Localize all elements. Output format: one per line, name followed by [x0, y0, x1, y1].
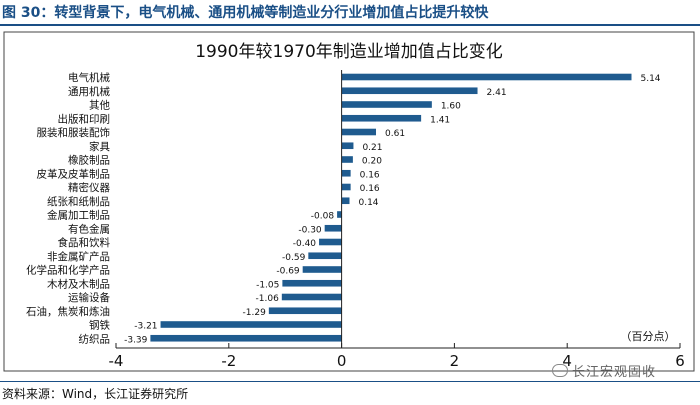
category-label: 橡胶制品	[68, 154, 110, 167]
bar	[150, 334, 342, 342]
bar	[341, 183, 351, 191]
category-label: 纺织品	[79, 332, 111, 345]
category-label: 通用机械	[68, 85, 110, 98]
value-label: 0.16	[360, 170, 380, 180]
bar	[341, 114, 422, 122]
category-label: 家具	[89, 140, 110, 153]
category-label: 出版和印刷	[58, 112, 111, 125]
bar	[282, 279, 342, 287]
value-label: -0.30	[298, 225, 322, 235]
value-label: 0.21	[362, 143, 382, 153]
chart-title: 1990年较1970年制造业增加值占比变化	[195, 42, 503, 62]
value-label: 0.61	[385, 129, 405, 139]
category-label: 服装和服装配饰	[37, 126, 111, 139]
category-label: 电气机械	[68, 71, 110, 84]
value-label: 0.14	[358, 198, 378, 208]
x-tick-label: 0	[337, 352, 347, 370]
category-label: 木材及木制品	[47, 277, 110, 290]
value-label: -1.29	[243, 308, 267, 318]
category-label: 其他	[89, 99, 110, 112]
x-tick-label: 4	[562, 352, 572, 370]
x-tick-label: 6	[675, 352, 685, 370]
header-rule	[0, 24, 700, 26]
category-label: 精密仪器	[68, 181, 110, 194]
value-label: -0.59	[282, 253, 306, 263]
bar	[268, 307, 342, 315]
category-label: 石油，焦炭和炼油	[26, 305, 110, 318]
footer-rule	[0, 381, 700, 382]
bar-chart: 1990年较1970年制造业增加值占比变化 （百分点） 电气机械 5.14 通用机械 2.…	[3, 31, 695, 372]
value-label: 5.14	[640, 74, 660, 84]
category-label: 运输设备	[68, 291, 110, 304]
value-label: -0.40	[293, 239, 317, 249]
bar	[341, 73, 632, 81]
category-label: 皮革及皮革制品	[37, 167, 111, 180]
category-label: 有色金属	[68, 222, 110, 235]
value-label: -0.08	[311, 212, 335, 222]
value-label: -0.69	[276, 267, 300, 277]
x-tick-label: -4	[109, 352, 124, 370]
value-label: 2.41	[487, 88, 507, 98]
bar	[341, 128, 377, 136]
bar	[324, 224, 342, 232]
bar	[302, 266, 342, 273]
category-label: 钢铁	[89, 319, 110, 332]
bar	[341, 156, 353, 163]
value-label: -1.05	[256, 280, 279, 290]
value-label: 1.60	[441, 102, 461, 112]
bar	[308, 252, 342, 260]
bar	[160, 321, 342, 328]
watermark-text: 长江宏观固收	[572, 365, 657, 380]
category-label: 食品和饮料	[58, 236, 111, 249]
x-tick-label: 2	[450, 352, 460, 370]
value-label: -3.39	[124, 335, 148, 345]
value-label: -1.06	[256, 294, 280, 304]
value-label: 0.20	[362, 157, 382, 167]
unit-label: （百分点）	[621, 330, 676, 343]
bar	[281, 293, 342, 301]
bar	[341, 169, 351, 177]
value-label: 1.41	[430, 115, 450, 125]
category-label: 化学品和化学产品	[26, 264, 110, 277]
value-label: 0.16	[360, 184, 380, 194]
bar	[341, 101, 432, 108]
value-label: -3.21	[134, 322, 157, 332]
category-label: 金属加工制品	[47, 209, 110, 222]
bar	[341, 142, 354, 150]
wechat-icon	[552, 364, 568, 377]
source-note: 资料来源：Wind，长江证券研究所	[2, 387, 189, 401]
watermark: 长江宏观固收	[552, 361, 656, 380]
bar	[337, 211, 342, 218]
figure-label: 图 30：转型背景下，电气机械、通用机械等制造业分行业增加值占比提升较快	[2, 5, 489, 21]
chart-frame	[3, 31, 695, 372]
bar	[341, 197, 350, 205]
bar	[341, 87, 478, 95]
x-tick-label: -2	[221, 352, 236, 370]
category-label: 纸张和纸制品	[47, 195, 110, 208]
category-label: 非金属矿产品	[47, 250, 110, 263]
bar	[319, 238, 342, 246]
